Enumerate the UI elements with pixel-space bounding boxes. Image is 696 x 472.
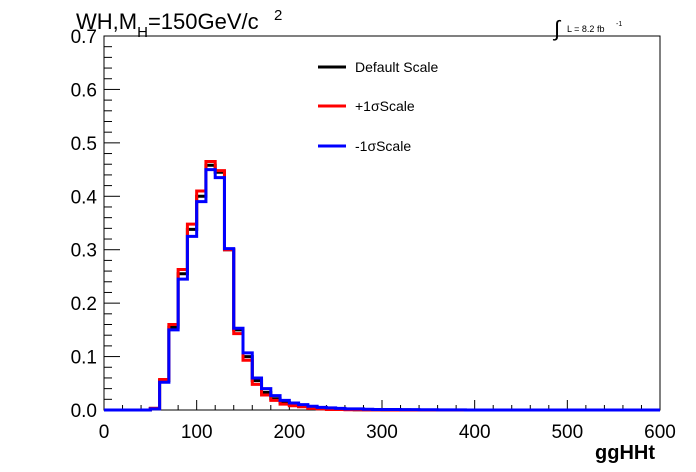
series-line-1	[104, 160, 660, 412]
x-tick-label: 200	[273, 422, 305, 443]
x-tick-label: 400	[459, 422, 491, 443]
x-tick-label: 500	[551, 422, 583, 443]
legend-label-1: +1σScale	[355, 98, 415, 114]
x-axis-label: ggHHt	[595, 442, 655, 464]
lumi-text: L = 8.2 fb	[567, 24, 604, 34]
title-subscript: H	[137, 24, 148, 41]
axes: 0 100 200 300 400 500 600 0.0 0.1 0.2 0.3 0.4 0.5 0.6…	[71, 27, 676, 443]
y-tick-label: 0.4	[71, 187, 98, 208]
y-tick-label: 0.0	[71, 401, 97, 422]
title-rest: =150GeV/c	[148, 9, 259, 34]
title-superscript: 2	[274, 7, 282, 24]
y-tick-label: 0.3	[71, 241, 97, 262]
integral-sign: ∫	[552, 16, 562, 41]
y-tick-label: 0.5	[71, 134, 97, 155]
y-tick-label: 0.2	[71, 294, 97, 315]
legend: Default Scale +1σScale -1σScale	[318, 59, 438, 154]
chart-title: WH,MH=150GeV/c 2	[76, 7, 282, 41]
y-tick-label: 0.7	[71, 27, 97, 48]
y-tick-label: 0.1	[71, 348, 97, 369]
series-line-2	[104, 168, 660, 412]
lumi-superscript: -1	[616, 21, 622, 28]
legend-label-0: Default Scale	[355, 59, 438, 75]
x-tick-label: 600	[644, 422, 676, 443]
series-line-0	[104, 163, 660, 412]
title-main: WH,M	[76, 9, 137, 34]
x-tick-label: 0	[99, 422, 110, 443]
x-tick-label: 300	[366, 422, 398, 443]
y-tick-label: 0.6	[71, 80, 97, 101]
svg-text:WH,MH=150GeV/c: WH,MH=150GeV/c	[76, 9, 259, 41]
x-tick-label: 100	[181, 422, 213, 443]
legend-label-2: -1σScale	[355, 138, 411, 154]
luminosity-label: ∫ L = 8.2 fb -1	[552, 16, 622, 41]
series-layer	[104, 160, 660, 412]
